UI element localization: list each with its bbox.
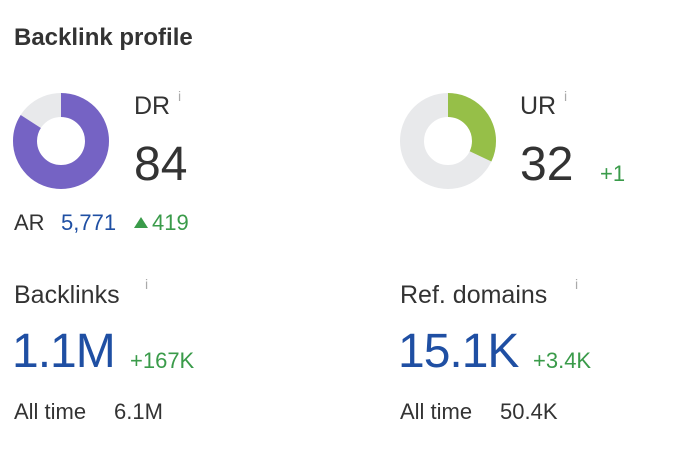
ar-value[interactable]: 5,771 [61,210,117,235]
widget-title: Backlink profile [14,24,193,51]
dr-info-icon[interactable]: i [178,88,182,104]
ur-value: 32 [520,138,574,191]
dr-label: DR [134,92,171,120]
ref-domains-label: Ref. domains [400,281,548,309]
backlinks-value[interactable]: 1.1M [12,325,116,378]
dr-donut-fill [13,93,109,189]
ref-domains-alltime-label: All time [400,399,473,424]
ar-delta: 419 [152,210,189,235]
backlinks-info-icon[interactable]: i [145,276,149,292]
dr-donut-chart [12,92,110,190]
ref-domains-value[interactable]: 15.1K [398,325,519,378]
backlinks-alltime-value: 6.1M [114,399,163,424]
dr-value: 84 [134,138,188,191]
ur-label: UR [520,92,557,120]
ref-domains-delta: +3.4K [533,348,592,373]
ref-domains-info-icon[interactable]: i [575,276,579,292]
ref-domains-alltime-value: 50.4K [500,399,558,424]
backlinks-delta: +167K [130,348,195,373]
ur-donut-chart [399,92,497,190]
ar-up-arrow-icon [134,217,148,228]
ur-info-icon[interactable]: i [564,88,568,104]
backlinks-alltime-label: All time [14,399,87,424]
ur-delta: +1 [600,161,626,186]
ur-donut-fill [400,93,496,189]
backlinks-label: Backlinks [14,281,120,309]
ar-label: AR [14,210,45,235]
